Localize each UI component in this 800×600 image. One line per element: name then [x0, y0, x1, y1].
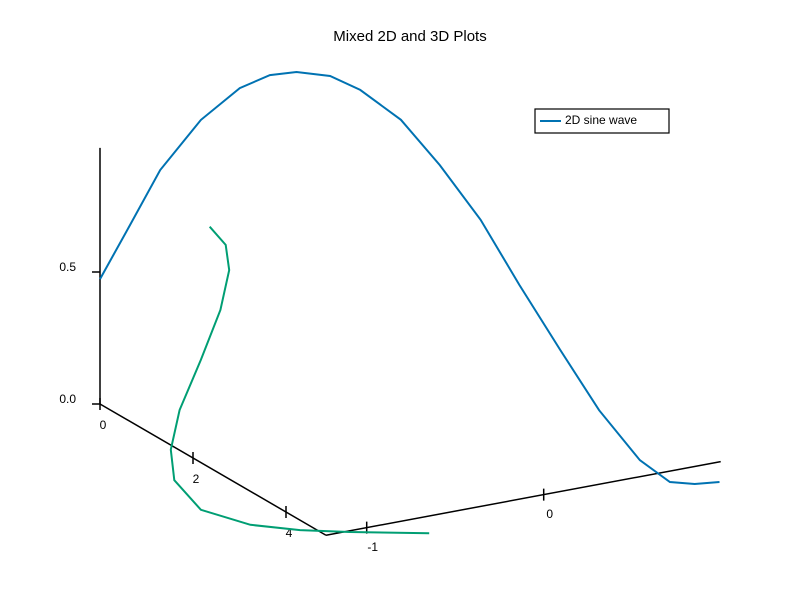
y-tick-label: -1	[367, 540, 378, 554]
y-tick-label: 0	[546, 507, 553, 521]
series-line	[99, 70, 720, 486]
z-tick-label: 0.5	[59, 260, 76, 274]
x-tick-label: 0	[100, 418, 107, 432]
legend-label: 2D sine wave	[565, 113, 637, 127]
x-tick-label: 2	[193, 472, 200, 486]
x-tick-label: 4	[286, 526, 293, 540]
legend: 2D sine wave	[534, 108, 670, 134]
z-tick-label: 0.0	[59, 392, 76, 406]
chart-title: Mixed 2D and 3D Plots	[333, 28, 486, 45]
x-axis	[99, 403, 327, 536]
y-axis	[325, 460, 721, 536]
series-line	[169, 226, 430, 535]
